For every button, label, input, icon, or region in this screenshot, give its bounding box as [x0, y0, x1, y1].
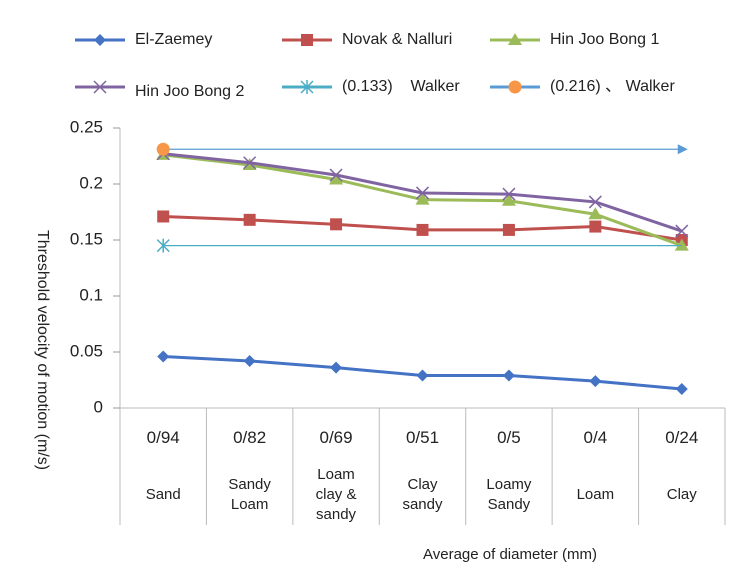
legend-marker [93, 80, 107, 94]
y-tick-label: 0.25 [70, 117, 103, 136]
point [330, 361, 343, 374]
x-tick-label: 0/4 [583, 428, 608, 447]
legend-label: (0.216) 、 Walker [550, 78, 675, 95]
x-tick-label: 0/51 [405, 428, 440, 447]
point [243, 156, 257, 170]
legend-marker [508, 33, 522, 45]
legend-marker [94, 34, 106, 46]
x-tick-sublabel: Clay [666, 486, 697, 503]
point [243, 354, 256, 367]
x-tick-sublabel: Sand [145, 486, 181, 503]
x-axis-label: Average of diameter (mm) [423, 546, 597, 563]
legend-label: Hin Joo Bong 1 [550, 31, 660, 48]
point [502, 223, 515, 236]
point [156, 142, 170, 156]
point [329, 172, 344, 185]
point [588, 207, 603, 220]
x-tick-sublabel: Loam [576, 486, 615, 503]
y-tick-label: 0.2 [79, 173, 103, 192]
legend-label: El-Zaemey [135, 31, 212, 48]
point [157, 350, 170, 363]
y-axis-label: Threshold velocity of motion (m/s) [34, 230, 51, 470]
point [501, 193, 516, 206]
x-tick-label: 0/82 [233, 428, 267, 447]
point [675, 224, 689, 238]
x-tick-sublabel: Loam clay & sandy [315, 466, 357, 523]
point [589, 220, 602, 233]
x-tick-sublabel: Loamy Sandy [486, 476, 532, 513]
point [330, 218, 343, 231]
point [675, 382, 688, 395]
line-arrow [677, 144, 688, 155]
x-tick-sublabel: Clay sandy [402, 476, 443, 513]
y-tick-label: 0.1 [79, 285, 103, 304]
legend-marker [508, 80, 522, 94]
point [416, 369, 429, 382]
legend-label: (0.133) Walker [342, 78, 460, 95]
point [674, 238, 689, 251]
legend-label: Hin Joo Bong 2 [135, 83, 245, 100]
point [502, 369, 515, 382]
legend-marker [300, 80, 314, 94]
legend-label: Novak & Nalluri [342, 31, 452, 48]
x-tick-label: 0/94 [146, 428, 180, 447]
x-tick-label: 0/24 [665, 428, 699, 447]
point [243, 213, 256, 226]
point [329, 168, 343, 182]
y-tick-label: 0 [94, 397, 103, 416]
point [156, 238, 170, 253]
point [588, 195, 602, 209]
legend-marker [301, 34, 313, 46]
x-tick-label: 0/69 [319, 428, 353, 447]
y-tick-label: 0.15 [70, 229, 103, 248]
point [415, 186, 430, 200]
point [157, 210, 170, 223]
point [502, 187, 516, 201]
point [415, 192, 430, 205]
y-tick-label: 0.05 [70, 341, 103, 360]
point [416, 223, 429, 236]
x-tick-label: 0/5 [497, 428, 521, 447]
point [589, 375, 602, 388]
x-tick-sublabel: Sandy Loam [228, 476, 271, 513]
